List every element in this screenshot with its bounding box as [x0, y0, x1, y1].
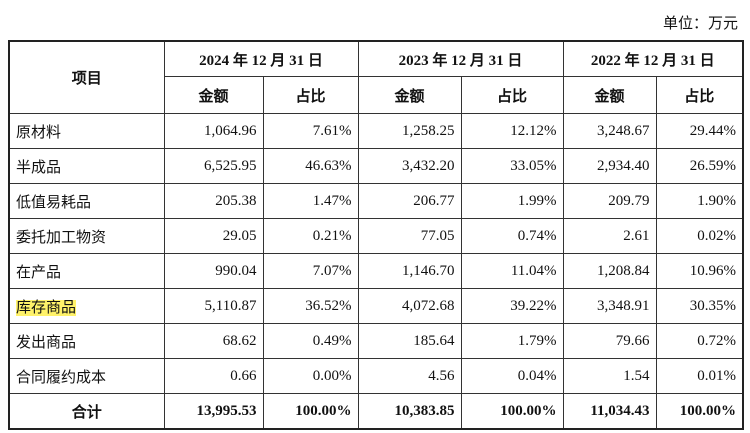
total-label: 合计 — [8, 393, 165, 430]
subheader-row: 金额 占比 金额 占比 金额 占比 — [9, 76, 744, 114]
data-row: 原材料 1,064.96 7.61% 1,258.25 12.12% 3,248.67 29… — [8, 113, 744, 149]
column-header: 占比 — [460, 76, 564, 114]
row-label-text: 合同履约成本 — [16, 369, 107, 386]
cell: 4.56 — [357, 358, 462, 394]
cell: 68.62 — [163, 323, 264, 359]
table-header: 项目 2024 年 12 月 31 日 2023 年 12 月 31 日 2022 年… — [8, 40, 744, 114]
cell: 205.38 — [163, 183, 264, 219]
row-label-text: 低值易耗品 — [16, 194, 92, 211]
cell: 5,110.87 — [163, 288, 264, 324]
data-row: 委托加工物资 29.05 0.21% 77.05 0.74% 2.61 0.02% — [8, 218, 744, 254]
data-row: 库存商品 5,110.87 36.52% 4,072.68 39.22% 3,348.91… — [8, 288, 744, 324]
total-cell: 13,995.53 — [163, 393, 264, 430]
data-row: 低值易耗品 205.38 1.47% 206.77 1.99% 209.79 1.90% — [8, 183, 744, 219]
cell: 0.01% — [655, 358, 744, 394]
data-row: 合同履约成本 0.66 0.00% 4.56 0.04% 1.54 0.01% — [8, 358, 744, 394]
column-header: 占比 — [655, 76, 744, 114]
cell: 0.66 — [163, 358, 264, 394]
total-cell: 100.00% — [460, 393, 564, 430]
header-row: 项目 2024 年 12 月 31 日 2023 年 12 月 31 日 2022 年… — [8, 40, 744, 114]
row-label: 发出商品 — [8, 323, 165, 359]
cell: 1.54 — [562, 358, 657, 394]
column-header: 金额 — [357, 76, 462, 114]
cell: 2,934.40 — [562, 148, 657, 184]
total-cell: 100.00% — [262, 393, 359, 430]
cell: 36.52% — [262, 288, 359, 324]
total-row: 合计 13,995.53 100.00% 10,383.85 100.00% 11,034… — [8, 393, 744, 430]
data-row: 发出商品 68.62 0.49% 185.64 1.79% 79.66 0.72% — [8, 323, 744, 359]
row-label-text: 原材料 — [16, 124, 62, 141]
row-label-text: 库存商品 — [16, 299, 77, 316]
cell: 990.04 — [163, 253, 264, 289]
cell: 206.77 — [357, 183, 462, 219]
cell: 39.22% — [460, 288, 564, 324]
data-row: 在产品 990.04 7.07% 1,146.70 11.04% 1,208.84 10.9… — [8, 253, 744, 289]
cell: 10.96% — [655, 253, 744, 289]
column-header: 金额 — [562, 76, 657, 114]
cell: 1,208.84 — [562, 253, 657, 289]
cell: 1.90% — [655, 183, 744, 219]
cell: 1.47% — [262, 183, 359, 219]
period-header: 2023 年 12 月 31 日 — [357, 40, 564, 77]
cell: 209.79 — [562, 183, 657, 219]
unit-label: 单位：万元 — [662, 16, 738, 32]
cell: 26.59% — [655, 148, 744, 184]
column-header: 金额 — [163, 76, 264, 114]
cell: 0.02% — [655, 218, 744, 254]
cell: 3,432.20 — [357, 148, 462, 184]
cell: 33.05% — [460, 148, 564, 184]
cell: 0.49% — [262, 323, 359, 359]
row-label: 半成品 — [8, 148, 165, 184]
cell: 0.21% — [262, 218, 359, 254]
cell: 1,064.96 — [163, 113, 264, 149]
cell: 0.04% — [460, 358, 564, 394]
cell: 12.12% — [460, 113, 564, 149]
period-header: 2024 年 12 月 31 日 — [163, 40, 359, 77]
cell: 1.79% — [460, 323, 564, 359]
cell: 79.66 — [562, 323, 657, 359]
cell: 29.05 — [163, 218, 264, 254]
cell: 30.35% — [655, 288, 744, 324]
cell: 0.72% — [655, 323, 744, 359]
cell: 3,348.91 — [562, 288, 657, 324]
cell: 7.07% — [262, 253, 359, 289]
row-label: 低值易耗品 — [8, 183, 165, 219]
cell: 1,146.70 — [357, 253, 462, 289]
period-header: 2022 年 12 月 31 日 — [562, 40, 744, 77]
cell: 77.05 — [357, 218, 462, 254]
row-label: 委托加工物资 — [8, 218, 165, 254]
cell: 1,258.25 — [357, 113, 462, 149]
column-header: 占比 — [262, 76, 359, 114]
item-header: 项目 — [8, 40, 165, 114]
cell: 3,248.67 — [562, 113, 657, 149]
row-label-text: 半成品 — [16, 159, 62, 176]
total-cell: 100.00% — [655, 393, 744, 430]
cell: 29.44% — [655, 113, 744, 149]
row-label: 原材料 — [8, 113, 165, 149]
cell: 185.64 — [357, 323, 462, 359]
total-cell: 10,383.85 — [357, 393, 462, 430]
cell: 6,525.95 — [163, 148, 264, 184]
row-label: 在产品 — [8, 253, 165, 289]
cell: 4,072.68 — [357, 288, 462, 324]
row-label-text: 在产品 — [16, 264, 62, 281]
cell: 46.63% — [262, 148, 359, 184]
cell: 1.99% — [460, 183, 564, 219]
data-row: 半成品 6,525.95 46.63% 3,432.20 33.05% 2,934.40 2… — [8, 148, 744, 184]
row-label-text: 发出商品 — [16, 334, 77, 351]
table-body: 原材料 1,064.96 7.61% 1,258.25 12.12% 3,248.67 29… — [8, 113, 744, 430]
inventory-table: 项目 2024 年 12 月 31 日 2023 年 12 月 31 日 2022 年… — [8, 40, 745, 430]
cell: 2.61 — [562, 218, 657, 254]
row-label: 库存商品 — [8, 288, 165, 324]
cell: 7.61% — [262, 113, 359, 149]
row-label-text: 委托加工物资 — [16, 229, 107, 246]
total-cell: 11,034.43 — [562, 393, 657, 430]
cell: 11.04% — [460, 253, 564, 289]
cell: 0.74% — [460, 218, 564, 254]
cell: 0.00% — [262, 358, 359, 394]
row-label: 合同履约成本 — [8, 358, 165, 394]
